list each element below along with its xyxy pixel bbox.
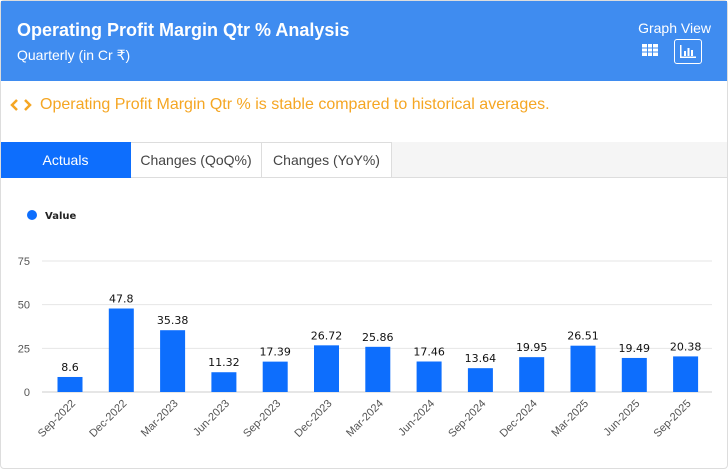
bar (262, 361, 288, 392)
data-label: 25.86 (362, 331, 394, 344)
data-label: 11.32 (208, 356, 240, 369)
data-label: 17.39 (259, 346, 291, 359)
data-label: 26.51 (567, 330, 599, 343)
bar (467, 368, 493, 392)
x-tick-label: Sep-2022 (36, 398, 78, 440)
data-label: 20.38 (670, 340, 702, 353)
bar (211, 372, 237, 392)
code-brackets-icon (10, 99, 32, 111)
data-label: 17.46 (413, 346, 445, 359)
view-label: Graph View (638, 20, 711, 36)
bar (570, 345, 596, 392)
bar (365, 346, 391, 392)
legend-label: Value (45, 211, 76, 222)
insight-text: Operating Profit Margin Qtr % is stable … (40, 96, 550, 113)
data-label: 47.8 (109, 293, 134, 306)
x-tick-label: Jun-2024 (396, 398, 437, 439)
bar (160, 330, 186, 392)
x-tick-label: Sep-2024 (446, 398, 488, 440)
tab-changes-qoq[interactable]: Changes (QoQ%) (131, 142, 262, 178)
data-label: 8.6 (61, 361, 79, 374)
x-tick-label: Dec-2022 (87, 398, 129, 440)
y-tick-label: 0 (24, 387, 30, 399)
tab-bar-fill (392, 142, 727, 178)
bar (621, 357, 647, 392)
bar (108, 308, 134, 392)
y-tick-label: 75 (18, 256, 30, 268)
y-tick-label: 50 (18, 300, 30, 312)
x-tick-label: Dec-2024 (498, 398, 540, 440)
x-tick-label: Jun-2023 (191, 398, 232, 439)
x-tick-label: Mar-2023 (139, 398, 181, 440)
x-tick-label: Mar-2024 (344, 398, 386, 440)
x-tick-label: Jun-2025 (601, 398, 642, 439)
data-label: 19.49 (619, 342, 651, 355)
bar (57, 376, 83, 392)
bar (519, 357, 545, 392)
page-title: Operating Profit Margin Qtr % Analysis (17, 20, 350, 40)
bar-chart: Value 0 25 50 75 8.6 Sep-2022 47.8 Dec-2022 35.38… (18, 210, 712, 440)
bar (416, 361, 442, 392)
data-label: 13.64 (465, 352, 497, 365)
x-tick-label: Dec-2023 (292, 398, 334, 440)
tab-bar: Actuals Changes (QoQ%) Changes (YoY%) (1, 142, 392, 178)
x-tick-label: Mar-2025 (549, 398, 591, 440)
page-subtitle: Quarterly (in Cr ₹) (17, 47, 131, 63)
tab-changes-yoy[interactable]: Changes (YoY%) (262, 142, 392, 178)
data-label: 19.95 (516, 341, 548, 354)
table-view-icon[interactable] (642, 44, 658, 56)
x-tick-label: Sep-2023 (241, 398, 283, 440)
data-label: 35.38 (157, 314, 189, 327)
bar (673, 356, 699, 392)
tab-actuals[interactable]: Actuals (1, 142, 131, 178)
legend-marker (27, 210, 37, 220)
y-tick-label: 25 (18, 343, 30, 355)
header: Operating Profit Margin Qtr % Analysis Q… (1, 1, 727, 81)
data-label: 26.72 (311, 329, 343, 342)
graph-view-icon[interactable] (674, 39, 702, 64)
bar (314, 345, 339, 392)
x-tick-label: Sep-2025 (651, 398, 693, 440)
insight-message: Operating Profit Margin Qtr % is stable … (10, 96, 550, 114)
